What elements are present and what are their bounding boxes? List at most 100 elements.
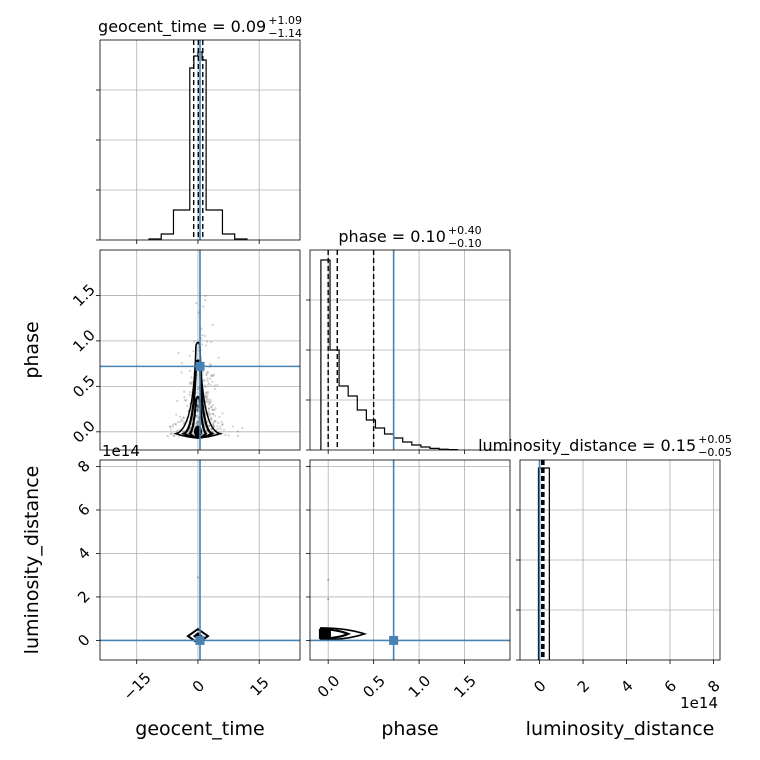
sample-point	[174, 422, 177, 426]
panel-luminosity_distance-vs-phase	[306, 459, 511, 664]
y-tick-label: 1.5	[69, 281, 99, 311]
sample-point	[169, 425, 172, 428]
sample-point	[216, 384, 219, 387]
sample-point	[173, 435, 176, 438]
sample-point	[209, 377, 212, 380]
panel-luminosity_distance-vs-geocent_time	[96, 459, 301, 664]
sample-point	[172, 434, 175, 437]
sample-point	[207, 400, 210, 403]
sample-point	[203, 384, 206, 387]
sample-point	[209, 384, 212, 387]
sample-point	[205, 373, 208, 377]
sample-point	[202, 380, 205, 383]
panel-phase-vs-geocent_time	[96, 249, 301, 454]
x-tick-label: 2	[574, 677, 593, 696]
sample-point	[201, 334, 204, 337]
panel-content	[100, 460, 300, 660]
sample-point	[182, 416, 185, 419]
x-tick-label: 0	[530, 677, 549, 696]
sample-point	[171, 423, 175, 426]
sample-point	[192, 432, 195, 435]
sample-point	[177, 420, 180, 424]
sample-point	[210, 416, 213, 419]
sample-point	[169, 428, 173, 431]
sample-point	[209, 401, 212, 405]
sample-point	[213, 384, 216, 387]
y-tick-label: 1.0	[69, 326, 99, 356]
sample-point	[214, 414, 217, 417]
sample-point	[218, 415, 221, 419]
sample-point	[202, 305, 205, 308]
sample-point	[211, 408, 214, 411]
x-tick-label: 0	[189, 677, 208, 696]
sample-point	[188, 393, 191, 396]
sample-point	[196, 420, 199, 423]
sample-point	[204, 394, 208, 398]
y-tick-label: 4	[74, 544, 93, 563]
sample-point	[196, 388, 199, 391]
sample-point	[195, 414, 198, 417]
title-plus: +0.40	[448, 224, 482, 237]
title-text: geocent_time = 0.09	[98, 17, 266, 37]
y-tick-label: 0	[74, 631, 93, 650]
sample-point	[214, 419, 217, 423]
sample-point	[179, 420, 182, 423]
sample-point	[180, 361, 183, 365]
sample-point	[210, 428, 213, 431]
y-axis-label: luminosity_distance	[21, 466, 43, 655]
title-minus: −0.10	[448, 237, 482, 250]
sample-point	[211, 408, 214, 411]
sample-point	[170, 432, 173, 435]
sample-point	[197, 416, 200, 419]
sample-point	[197, 311, 200, 314]
sample-point	[197, 386, 200, 389]
sample-point	[201, 343, 204, 346]
y-axis-label: phase	[21, 321, 43, 378]
sample-point	[196, 408, 199, 412]
sample-point	[208, 407, 211, 410]
x-tick-label: 6	[661, 677, 680, 696]
panel-title-phase: phase = 0.10 +0.40−0.10	[338, 224, 481, 250]
sample-point	[195, 423, 198, 426]
sample-point	[241, 426, 244, 429]
sample-point	[213, 420, 216, 423]
sample-point	[206, 395, 209, 398]
sample-point	[195, 422, 198, 425]
sample-point	[209, 405, 213, 408]
sample-point	[186, 404, 189, 407]
sample-point	[174, 423, 178, 426]
sample-point	[206, 383, 210, 386]
sample-point	[221, 412, 224, 415]
x-axis-label: phase	[381, 718, 438, 740]
sample-point	[208, 424, 211, 427]
sample-point	[206, 379, 209, 382]
sample-point	[175, 413, 178, 416]
sample-point	[191, 380, 194, 384]
y-tick-label: 0.0	[69, 417, 99, 447]
sample-point	[197, 403, 200, 406]
sample-point	[196, 408, 199, 412]
sample-point	[183, 390, 186, 393]
sample-point	[204, 396, 207, 399]
x-tick-label: 0.0	[314, 672, 344, 702]
sample-point	[327, 578, 330, 581]
sample-point	[183, 399, 187, 402]
sample-point	[220, 423, 224, 426]
sample-point	[197, 404, 200, 407]
hist-panel-geocent_time	[96, 39, 301, 244]
sample-point	[197, 421, 200, 424]
sample-point	[196, 423, 200, 426]
truth-marker	[389, 635, 399, 645]
sample-point	[211, 323, 214, 327]
sample-point	[217, 356, 220, 359]
sample-point	[210, 406, 213, 409]
sample-point	[172, 425, 175, 428]
sample-point	[212, 424, 215, 428]
sample-point	[222, 428, 226, 431]
axes-frame	[309, 249, 511, 451]
axes-frame	[99, 249, 301, 451]
axes-frame	[99, 39, 301, 241]
panel-title-luminosity_distance: luminosity_distance = 0.15 +0.05−0.05	[478, 433, 732, 459]
sample-point	[205, 397, 208, 400]
sample-point	[175, 429, 179, 432]
